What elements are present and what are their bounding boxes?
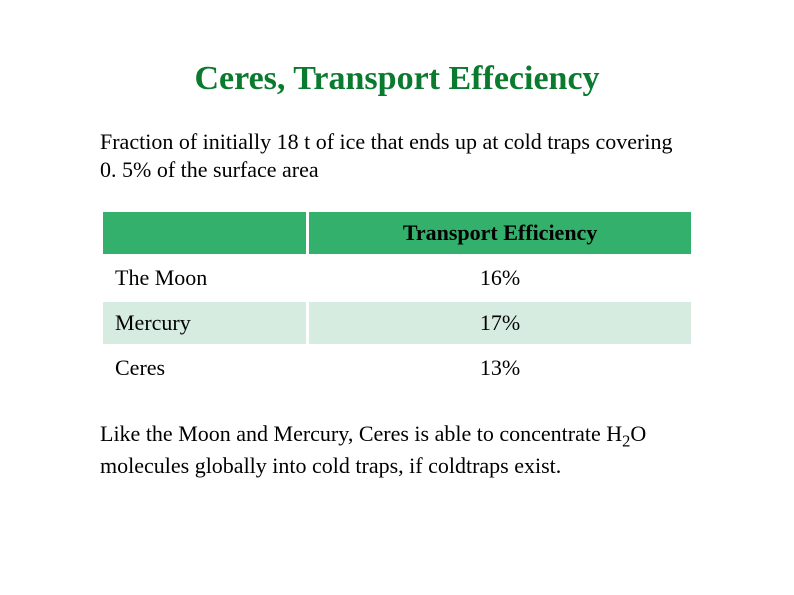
outro-pre: Like the Moon and Mercury, Ceres is able… (100, 421, 622, 446)
table-row: Mercury17% (103, 302, 691, 344)
table-header-value: Transport Efficiency (309, 212, 691, 254)
table-row: Ceres13% (103, 347, 691, 389)
table-cell-value: 13% (309, 347, 691, 389)
table-cell-value: 17% (309, 302, 691, 344)
efficiency-table: Transport Efficiency The Moon16%Mercury1… (100, 209, 694, 392)
table-cell-body: The Moon (103, 257, 306, 299)
table-header-body (103, 212, 306, 254)
outro-text: Like the Moon and Mercury, Ceres is able… (100, 420, 694, 480)
slide: Ceres, Transport Effeciency Fraction of … (0, 0, 794, 595)
table-header-row: Transport Efficiency (103, 212, 691, 254)
page-title: Ceres, Transport Effeciency (100, 60, 694, 98)
table-row: The Moon16% (103, 257, 691, 299)
table-cell-value: 16% (309, 257, 691, 299)
intro-text: Fraction of initially 18 t of ice that e… (100, 128, 694, 183)
table-cell-body: Ceres (103, 347, 306, 389)
table-cell-body: Mercury (103, 302, 306, 344)
table-body: The Moon16%Mercury17%Ceres13% (103, 257, 691, 389)
